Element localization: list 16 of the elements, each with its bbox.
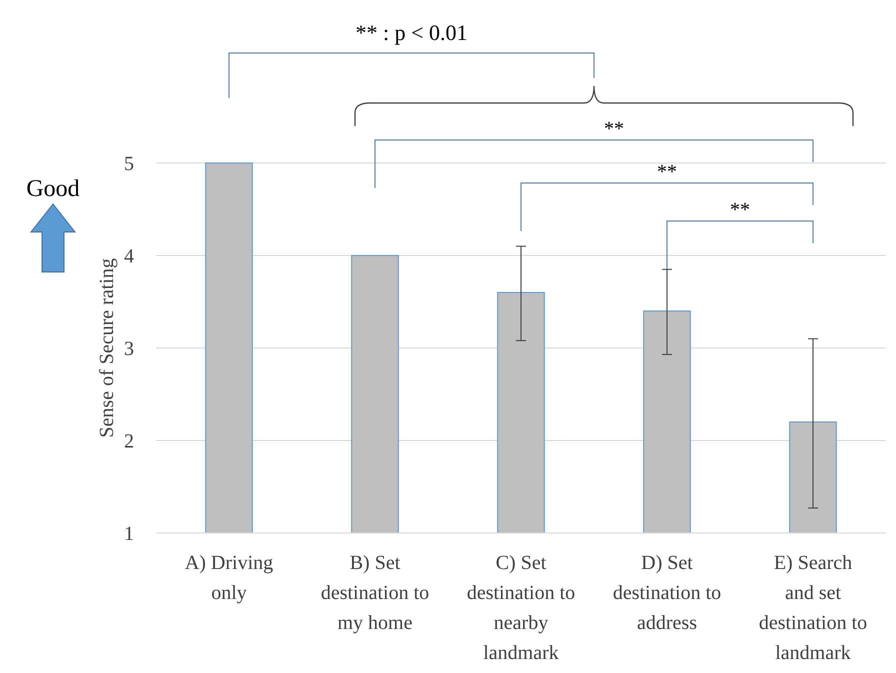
x-tick-label: C) Set destination to nearby landmark xyxy=(466,552,576,664)
y-tick-label: 4 xyxy=(124,246,134,268)
y-tick-label: 1 xyxy=(124,523,134,545)
text: ** : p < 0.01 xyxy=(355,20,468,45)
text: ** xyxy=(604,118,624,140)
x-tick-label: D) Set destination to address xyxy=(612,552,722,634)
y-axis-title: Sense of Secure rating xyxy=(96,258,118,438)
x-tick-label: A) Driving only xyxy=(184,552,274,604)
x-tick-label: B) Set destination to my home xyxy=(320,552,430,634)
x-tick-label: E) Search and set destination to landmark xyxy=(758,552,868,664)
annotation: ** xyxy=(730,199,750,221)
text: Good xyxy=(26,176,80,202)
y-tick-label: 5 xyxy=(124,153,134,175)
annotation: ** xyxy=(657,161,677,183)
y-tick-label: 2 xyxy=(124,430,134,452)
y-tick-label: 3 xyxy=(124,338,134,360)
